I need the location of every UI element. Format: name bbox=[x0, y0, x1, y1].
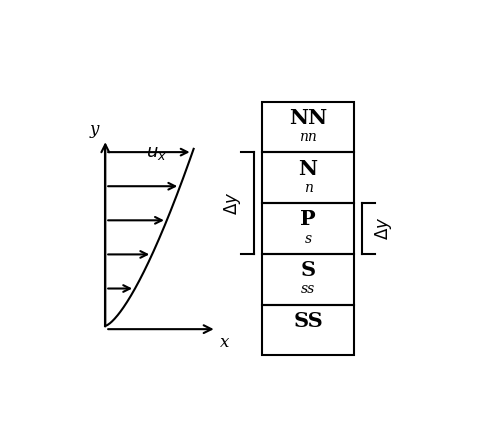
Bar bbox=[263, 203, 354, 254]
Text: $\Delta y$: $\Delta y$ bbox=[222, 192, 243, 215]
Text: NN: NN bbox=[289, 108, 327, 128]
Text: ss: ss bbox=[301, 282, 315, 296]
Text: x: x bbox=[220, 334, 229, 351]
Text: nn: nn bbox=[300, 130, 317, 144]
Text: y: y bbox=[89, 121, 98, 138]
Bar bbox=[263, 102, 354, 153]
Bar bbox=[263, 153, 354, 203]
Text: $\Delta y$: $\Delta y$ bbox=[373, 217, 394, 240]
Bar bbox=[263, 254, 354, 305]
Text: SS: SS bbox=[293, 311, 323, 331]
Bar bbox=[263, 305, 354, 355]
Text: P: P bbox=[300, 210, 316, 230]
Text: N: N bbox=[299, 159, 318, 178]
Text: s: s bbox=[305, 232, 312, 246]
Text: $u_x$: $u_x$ bbox=[146, 144, 168, 162]
Text: n: n bbox=[304, 181, 312, 195]
Text: S: S bbox=[300, 260, 316, 280]
